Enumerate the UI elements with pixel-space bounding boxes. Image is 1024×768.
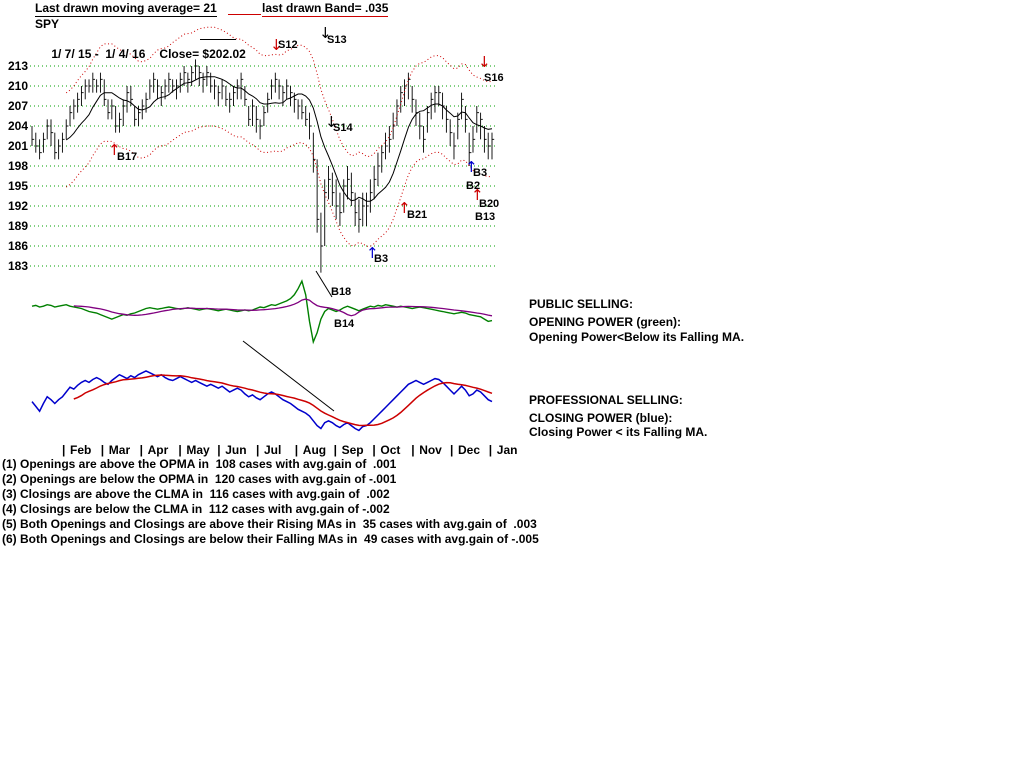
closing-power-heading: CLOSING POWER (blue): (529, 411, 673, 425)
svg-text:201: 201 (8, 139, 28, 153)
svg-text:|: | (101, 443, 104, 457)
svg-text:B13: B13 (475, 211, 495, 223)
date-range: 1/ 7/ 15 - 1/ 4/ 16 (51, 47, 146, 61)
svg-text:189: 189 (8, 219, 28, 233)
svg-text:S16: S16 (484, 72, 504, 84)
svg-text:May: May (186, 443, 210, 457)
svg-text:↑: ↑ (366, 244, 379, 262)
svg-text:B18: B18 (331, 286, 351, 298)
svg-text:Oct: Oct (380, 443, 400, 457)
svg-text:|: | (334, 443, 337, 457)
svg-text:192: 192 (8, 199, 28, 213)
svg-text:|: | (178, 443, 181, 457)
svg-text:S13: S13 (327, 34, 347, 46)
svg-text:B2: B2 (466, 180, 480, 192)
professional-selling-heading: PROFESSIONAL SELLING: (529, 393, 683, 407)
svg-text:B14: B14 (334, 318, 355, 330)
svg-text:195: 195 (8, 179, 28, 193)
opening-power-desc: Opening Power<Below its Falling MA. (529, 330, 745, 344)
svg-text:Nov: Nov (419, 443, 442, 457)
svg-text:|: | (372, 443, 375, 457)
svg-text:186: 186 (8, 239, 28, 253)
band-underline-lead (228, 14, 261, 15)
public-selling-heading: PUBLIC SELLING: (529, 297, 633, 311)
svg-text:Aug: Aug (303, 443, 326, 457)
svg-text:|: | (62, 443, 65, 457)
stat-line-6: (6) Both Openings and Closings are below… (2, 532, 539, 546)
svg-text:S12: S12 (278, 39, 298, 51)
svg-text:↑: ↑ (471, 186, 484, 204)
svg-text:|: | (140, 443, 143, 457)
svg-text:↑: ↑ (465, 158, 478, 176)
svg-text:↓: ↓ (478, 53, 491, 71)
close-strike-line (200, 39, 236, 40)
svg-text:204: 204 (8, 119, 28, 133)
stat-line-5: (5) Both Openings and Closings are above… (2, 517, 537, 531)
svg-text:|: | (450, 443, 453, 457)
svg-text:207: 207 (8, 99, 28, 113)
svg-text:|: | (411, 443, 414, 457)
svg-text:↓: ↓ (270, 36, 283, 54)
svg-text:B3: B3 (473, 167, 487, 179)
svg-text:↑: ↑ (398, 199, 411, 217)
ticker-symbol: SPY (35, 17, 60, 31)
date-range-close-line: 1/ 7/ 15 - 1/ 4/ 16 Close= $202.02 (38, 32, 246, 77)
ma-setting-label: Last drawn moving average= 21 (35, 1, 217, 17)
svg-text:|: | (217, 443, 220, 457)
svg-text:|: | (489, 443, 492, 457)
svg-text:↓: ↓ (319, 24, 332, 42)
svg-text:210: 210 (8, 79, 28, 93)
svg-text:Dec: Dec (458, 443, 480, 457)
stat-line-1: (1) Openings are above the OPMA in 108 c… (2, 457, 397, 471)
svg-text:183: 183 (8, 259, 28, 273)
svg-text:B3: B3 (374, 253, 388, 265)
svg-text:B21: B21 (407, 209, 427, 221)
svg-text:Jul: Jul (264, 443, 281, 457)
svg-text:198: 198 (8, 159, 28, 173)
opening-power-heading: OPENING POWER (green): (529, 315, 682, 329)
band-setting-label: last drawn Band= .035 (262, 1, 389, 17)
svg-text:B20: B20 (479, 198, 499, 210)
svg-text:Feb: Feb (70, 443, 91, 457)
stat-line-2: (2) Openings are below the OPMA in 120 c… (2, 472, 397, 486)
statistics-block: (1) Openings are above the OPMA in 108 c… (2, 457, 539, 547)
svg-text:|: | (295, 443, 298, 457)
svg-text:S14: S14 (333, 122, 353, 134)
svg-text:Jun: Jun (225, 443, 246, 457)
stat-line-3: (3) Closings are above the CLMA in 116 c… (2, 487, 390, 501)
svg-text:↑: ↑ (108, 141, 121, 159)
closing-power-desc: Closing Power < its Falling MA. (529, 425, 708, 439)
svg-text:Mar: Mar (109, 443, 131, 457)
svg-text:B17: B17 (117, 151, 137, 163)
svg-text:Jan: Jan (497, 443, 518, 457)
close-label: Close= $202.02 (159, 47, 246, 61)
svg-text:Apr: Apr (148, 443, 169, 457)
svg-text:213: 213 (8, 59, 28, 73)
svg-text:Sep: Sep (342, 443, 364, 457)
stat-line-4: (4) Closings are below the CLMA in 112 c… (2, 502, 390, 516)
svg-text:↓: ↓ (325, 113, 338, 131)
svg-text:|: | (256, 443, 259, 457)
